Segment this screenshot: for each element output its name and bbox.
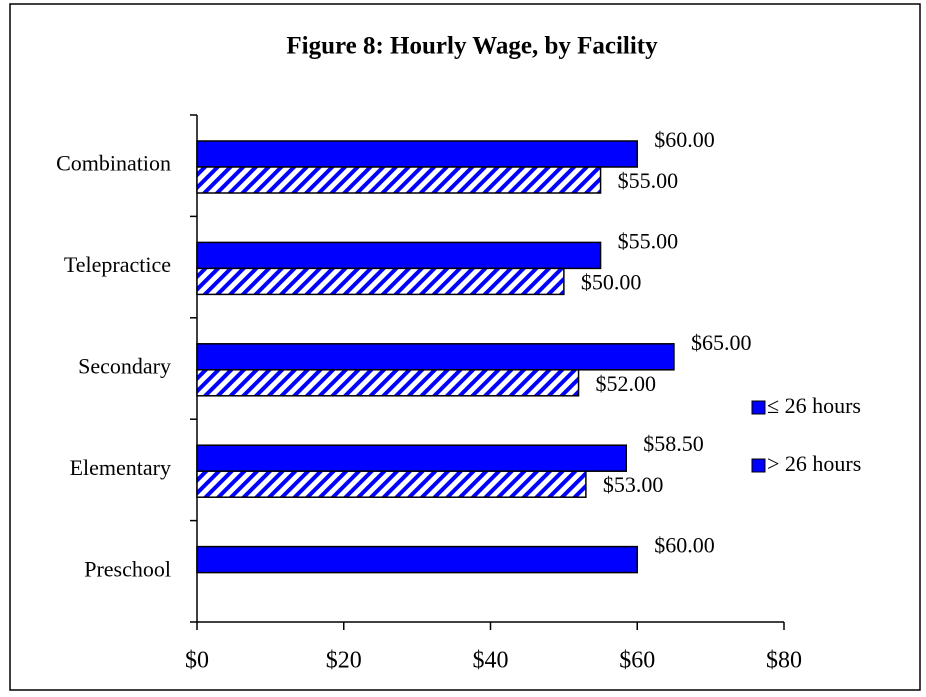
bar — [196, 470, 587, 498]
value-label: $52.00 — [596, 371, 657, 396]
y-tick-label: Combination — [56, 151, 171, 176]
bar — [196, 545, 638, 574]
legend-label: > 26 hours — [767, 451, 861, 476]
value-label: $65.00 — [691, 330, 752, 355]
bar — [196, 369, 580, 397]
y-tick-label: Telepractice — [64, 252, 171, 277]
bar — [196, 444, 627, 472]
x-tick-label: $0 — [185, 648, 209, 674]
y-tick-label: Elementary — [70, 455, 171, 480]
value-label: $53.00 — [603, 472, 664, 497]
x-tick-label: $80 — [766, 648, 802, 674]
legend-swatch — [751, 400, 766, 415]
x-tick-label: $60 — [619, 648, 655, 674]
x-tick-label: $40 — [473, 648, 509, 674]
bar — [196, 267, 565, 296]
legend-label: ≤ 26 hours — [767, 393, 861, 418]
value-label: $55.00 — [618, 228, 679, 253]
bar — [196, 166, 602, 194]
value-label: $55.00 — [618, 168, 679, 193]
bar — [196, 241, 602, 270]
value-label: $60.00 — [654, 533, 715, 558]
value-label: $60.00 — [654, 127, 715, 152]
legend-swatch — [751, 458, 766, 473]
y-tick-label: Secondary — [78, 354, 171, 379]
y-tick-label: Preschool — [84, 556, 171, 581]
bar — [196, 140, 638, 168]
x-tick-label: $20 — [326, 648, 362, 674]
value-label: $50.00 — [581, 269, 642, 294]
chart-title: Figure 8: Hourly Wage, by Facility — [286, 33, 658, 60]
bar — [196, 343, 675, 371]
value-label: $58.50 — [643, 431, 704, 456]
